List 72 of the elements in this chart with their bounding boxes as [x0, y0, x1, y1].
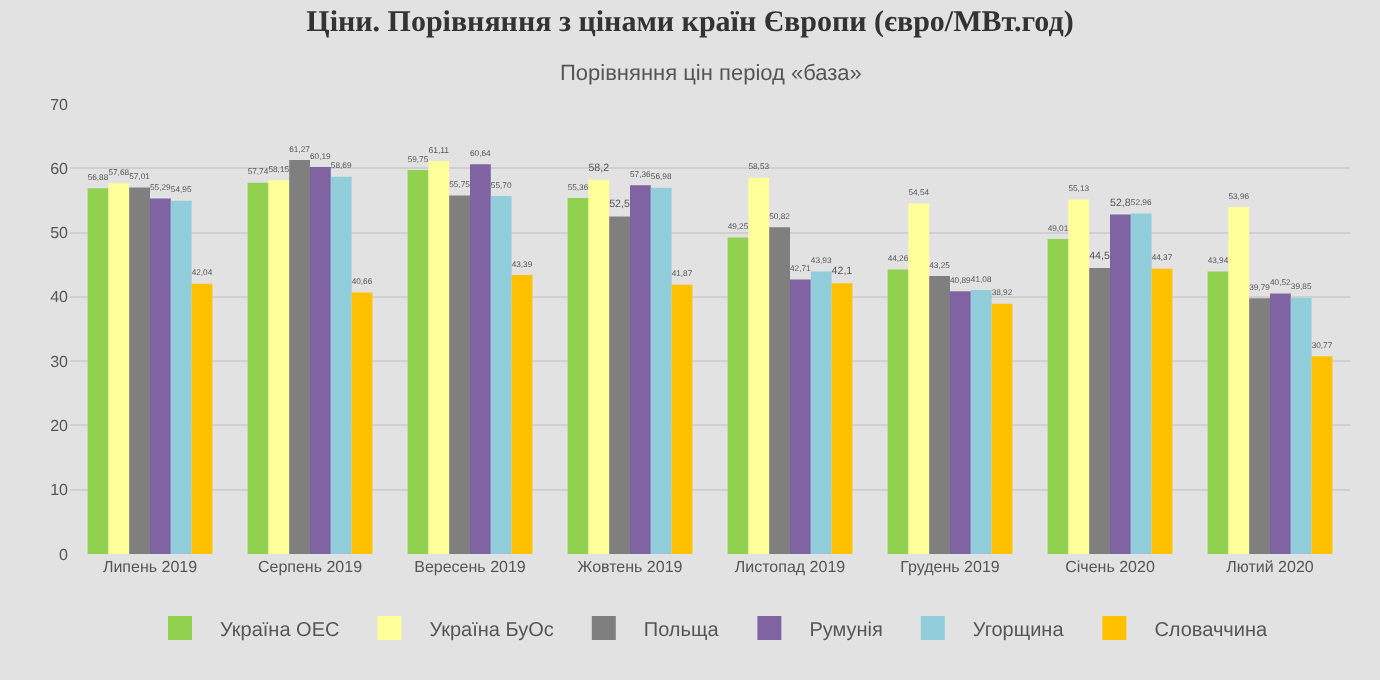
bar: [330, 176, 352, 554]
bar: [950, 291, 971, 554]
bar: [769, 227, 790, 554]
bar: [87, 188, 109, 554]
y-tick-label: 0: [59, 545, 70, 564]
bar: [1130, 213, 1152, 554]
bar: [108, 183, 130, 554]
legend-label: Словаччина: [1154, 619, 1268, 642]
bar: [1207, 271, 1229, 554]
bar: [908, 203, 930, 554]
bar: [289, 160, 310, 554]
legend-label: Україна БуОс: [429, 619, 554, 642]
bar: [748, 177, 770, 554]
bar: [991, 303, 1013, 554]
x-tick-label: Лютий 2020: [1226, 558, 1315, 576]
bar: [1311, 356, 1333, 554]
chart-title: Ціни. Порівняння з цінами країн Європи (євро/МВт.год): [306, 7, 1074, 40]
y-tick-label: 60: [50, 159, 70, 178]
legend-label: Польща: [643, 619, 720, 642]
bar: [1290, 297, 1312, 554]
bar: [790, 279, 811, 554]
bar: [150, 198, 171, 554]
legend-label: Україна ОЕС: [220, 619, 340, 642]
x-tick-label: Листопад 2019: [734, 558, 847, 576]
x-tick-label: Серпень 2019: [257, 558, 364, 576]
bar: [449, 195, 470, 554]
bar: [1089, 267, 1110, 554]
bar: [351, 292, 373, 554]
bar: [630, 185, 651, 554]
bar: [1151, 268, 1173, 554]
bar: [1110, 214, 1131, 554]
bar: [588, 179, 610, 554]
y-tick-label: 70: [50, 95, 70, 114]
x-tick-label: Жовтень 2019: [577, 558, 684, 576]
x-tick-label: Вересень 2019: [414, 558, 527, 576]
bar: [671, 284, 693, 554]
y-tick-label: 50: [50, 224, 70, 243]
bar: [129, 187, 150, 554]
legend-label: Угорщина: [972, 619, 1065, 642]
bar: [970, 289, 992, 554]
bar: [170, 200, 192, 554]
bar: [1068, 199, 1090, 554]
legend-label: Румунія: [809, 619, 883, 642]
bar: [887, 269, 909, 554]
bar: [268, 180, 290, 554]
bar: [247, 182, 269, 554]
y-tick-label: 10: [50, 481, 70, 500]
bar: [831, 283, 853, 554]
bar: [1249, 298, 1270, 554]
x-tick-label: Січень 2020: [1065, 558, 1156, 576]
bar: [1228, 207, 1250, 554]
bar: [191, 283, 213, 554]
bar: [650, 187, 672, 554]
bar: [407, 169, 429, 554]
bar: [609, 216, 630, 554]
bar: [1047, 238, 1069, 554]
bar: [1270, 293, 1291, 554]
bar: [727, 237, 749, 554]
x-tick-label: Липень 2019: [102, 558, 199, 576]
bar: [511, 275, 533, 554]
bar: [310, 167, 331, 554]
y-tick-label: 30: [50, 352, 70, 371]
bar: [428, 161, 450, 554]
bar: [567, 198, 589, 554]
x-tick-label: Грудень 2019: [900, 558, 1001, 576]
bar: [810, 271, 832, 554]
bar: [470, 164, 491, 554]
y-tick-label: 40: [50, 288, 70, 307]
bar: [490, 195, 512, 554]
bar: [929, 275, 950, 554]
y-tick-label: 20: [50, 417, 70, 436]
chart-subtitle: Порівняння цін період «база»: [560, 62, 862, 86]
